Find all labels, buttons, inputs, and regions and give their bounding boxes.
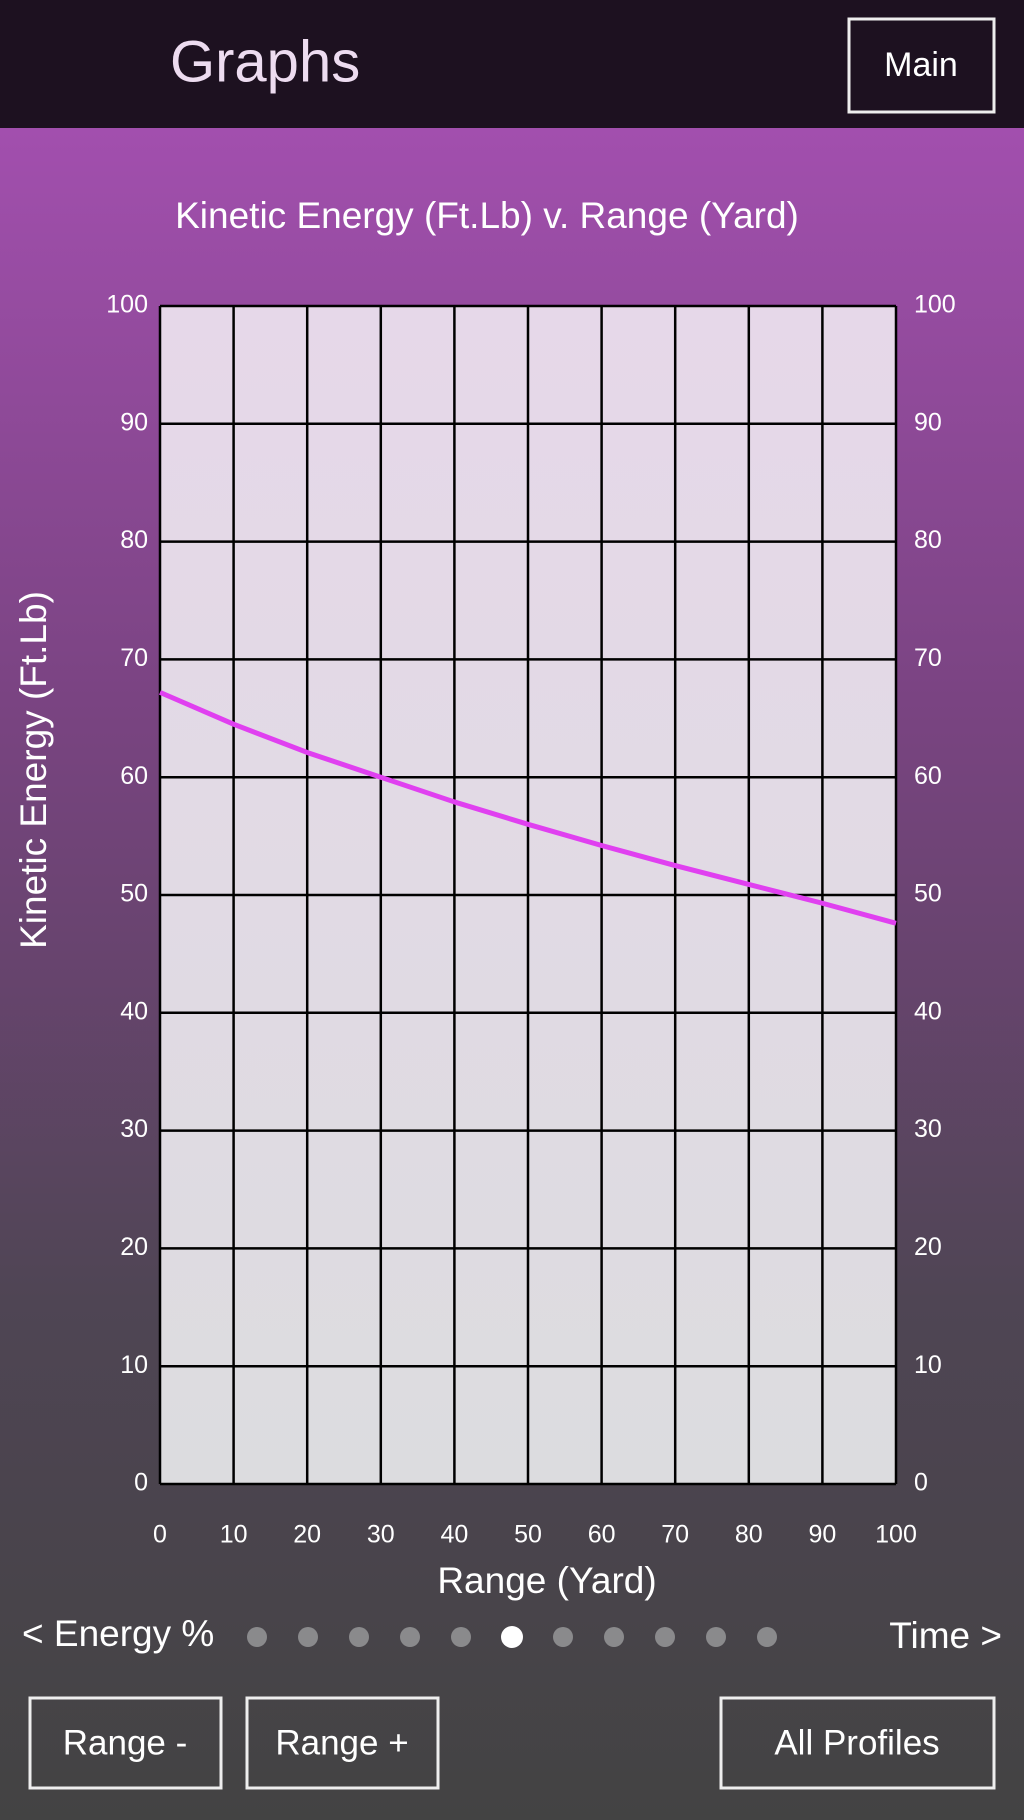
y2-tick-label: 50	[914, 880, 942, 908]
main-button-label[interactable]: Main	[884, 46, 958, 84]
y2-tick-label: 30	[914, 1115, 942, 1143]
page-dot	[655, 1627, 675, 1647]
y2-tick-label: 20	[914, 1233, 942, 1261]
page-dot	[757, 1627, 777, 1647]
y-tick-label: 40	[120, 997, 148, 1025]
x-tick-label: 70	[661, 1521, 689, 1549]
range-plus-label[interactable]: Range +	[275, 1723, 408, 1762]
y-tick-label: 70	[120, 644, 148, 672]
x-tick-label: 10	[220, 1521, 248, 1549]
page-dot	[604, 1627, 624, 1647]
header-bar	[0, 0, 1024, 128]
range-plus-button[interactable]	[245, 1696, 440, 1790]
all-profiles-label[interactable]: All Profiles	[774, 1723, 939, 1762]
page-dot	[247, 1627, 267, 1647]
y-tick-label: 10	[120, 1351, 148, 1379]
y2-tick-label: 100	[914, 291, 956, 319]
y2-tick-label: 70	[914, 644, 942, 672]
main-button[interactable]	[847, 17, 996, 114]
range-minus-button[interactable]	[28, 1696, 223, 1790]
x-tick-label: 50	[514, 1521, 542, 1549]
x-tick-label: 20	[293, 1521, 321, 1549]
y-tick-label: 0	[134, 1469, 148, 1497]
y-tick-label: 30	[120, 1115, 148, 1143]
page-dot	[451, 1627, 471, 1647]
page-dot	[706, 1627, 726, 1647]
page-dot	[553, 1627, 573, 1647]
nav-next[interactable]: Time >	[889, 1615, 1002, 1656]
x-tick-label: 90	[808, 1521, 836, 1549]
page-dot	[400, 1627, 420, 1647]
x-axis-label: Range (Yard)	[437, 1560, 656, 1601]
data-line	[159, 690, 897, 926]
y2-tick-label: 10	[914, 1351, 942, 1379]
range-minus-label[interactable]: Range -	[63, 1723, 188, 1762]
chart-title: Kinetic Energy (Ft.Lb) v. Range (Yard)	[175, 195, 799, 236]
y2-tick-label: 80	[914, 526, 942, 554]
y2-tick-label: 90	[914, 408, 942, 436]
y-axis-label: Kinetic Energy (Ft.Lb)	[13, 591, 54, 949]
x-tick-label: 0	[153, 1521, 167, 1549]
x-tick-label: 100	[875, 1521, 917, 1549]
all-profiles-button[interactable]	[719, 1696, 996, 1790]
page-indicator	[247, 1626, 777, 1648]
nav-prev[interactable]: < Energy %	[22, 1613, 214, 1654]
y2-tick-label: 40	[914, 997, 942, 1025]
page-dot-active	[501, 1626, 523, 1648]
y-tick-label: 80	[120, 526, 148, 554]
y-tick-label: 50	[120, 880, 148, 908]
x-tick-label: 30	[367, 1521, 395, 1549]
y2-tick-label: 60	[914, 762, 942, 790]
x-tick-label: 60	[588, 1521, 616, 1549]
y-tick-label: 100	[106, 291, 148, 319]
header-title: Graphs	[170, 29, 360, 94]
page-dot	[349, 1627, 369, 1647]
x-tick-label: 80	[735, 1521, 763, 1549]
y-tick-label: 20	[120, 1233, 148, 1261]
y2-tick-label: 0	[914, 1469, 928, 1497]
page-dot	[298, 1627, 318, 1647]
x-tick-label: 40	[440, 1521, 468, 1549]
y-tick-label: 90	[120, 408, 148, 436]
y-tick-label: 60	[120, 762, 148, 790]
